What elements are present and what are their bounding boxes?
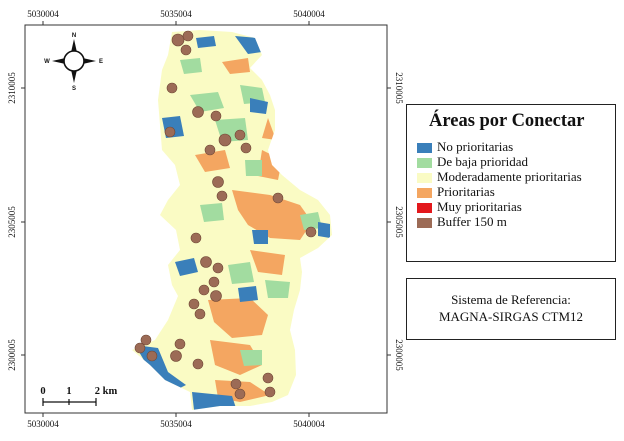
left-tick-label: 2305005	[7, 206, 17, 238]
legend-item-no-prioritarias: No prioritarias	[417, 140, 612, 154]
compass-north: N	[72, 33, 76, 39]
legend-list: No prioritarias De baja prioridad Modera…	[417, 140, 612, 230]
bottom-tick-label: 5030004	[27, 419, 59, 429]
legend-swatch	[417, 143, 432, 153]
legend-item-prioritarias: Prioritarias	[417, 185, 612, 199]
left-tick-label: 2300005	[7, 339, 17, 371]
right-tick-label: 2305005	[394, 206, 404, 238]
scale-label-1: 1	[66, 386, 71, 397]
legend-item-baja-prioridad: De baja prioridad	[417, 155, 612, 169]
scale-label-2: 2 km	[95, 386, 118, 397]
compass-icon: N S E W	[44, 33, 103, 92]
legend-label: Muy prioritarias	[437, 199, 522, 214]
legend-swatch	[417, 158, 432, 168]
compass-west: W	[44, 59, 50, 65]
compass-east: E	[99, 59, 103, 65]
legend-label: No prioritarias	[437, 139, 514, 154]
study-area	[132, 30, 332, 410]
legend-item-buffer: Buffer 150 m	[417, 215, 612, 229]
reference-system-box: Sistema de Referencia: MAGNA-SIRGAS CTM1…	[406, 278, 616, 340]
bottom-tick-label: 5035004	[160, 419, 192, 429]
prioritarias-areas	[195, 58, 312, 402]
legend-label: Buffer 150 m	[437, 214, 507, 229]
legend-item-moderadamente-prioritarias: Moderadamente prioritarias	[417, 170, 612, 184]
reference-line-2: MAGNA-SIRGAS CTM12	[438, 309, 584, 324]
scale-bar: 0 1 2 km	[40, 386, 117, 406]
top-tick-label: 5030004	[27, 9, 59, 19]
right-tick-label: 2310005	[394, 72, 404, 104]
scale-label-0: 0	[40, 386, 45, 397]
legend-swatch	[417, 218, 432, 228]
right-tick-label: 2300005	[394, 339, 404, 371]
bottom-tick-label: 5040004	[293, 419, 325, 429]
top-tick-label: 5035004	[160, 9, 192, 19]
buffer-areas	[134, 30, 317, 400]
compass-south: S	[72, 86, 76, 92]
legend-swatch	[417, 188, 432, 198]
tick-marks	[21, 21, 391, 417]
baja-prioridad-areas	[180, 58, 322, 366]
legend-title: Áreas por Conectar	[429, 111, 585, 131]
legend-label: Moderadamente prioritarias	[437, 169, 582, 184]
legend: Áreas por Conectar No prioritarias De ba…	[406, 104, 616, 262]
legend-swatch	[417, 173, 432, 183]
legend-label: Prioritarias	[437, 184, 495, 199]
classified-areas	[135, 36, 330, 410]
legend-swatch	[417, 203, 432, 213]
reference-line-1: Sistema de Referencia:	[451, 292, 571, 307]
legend-label: De baja prioridad	[437, 154, 528, 169]
top-tick-label: 5040004	[293, 9, 325, 19]
left-tick-label: 2310005	[7, 72, 17, 104]
legend-item-muy-prioritarias: Muy prioritarias	[417, 200, 612, 214]
